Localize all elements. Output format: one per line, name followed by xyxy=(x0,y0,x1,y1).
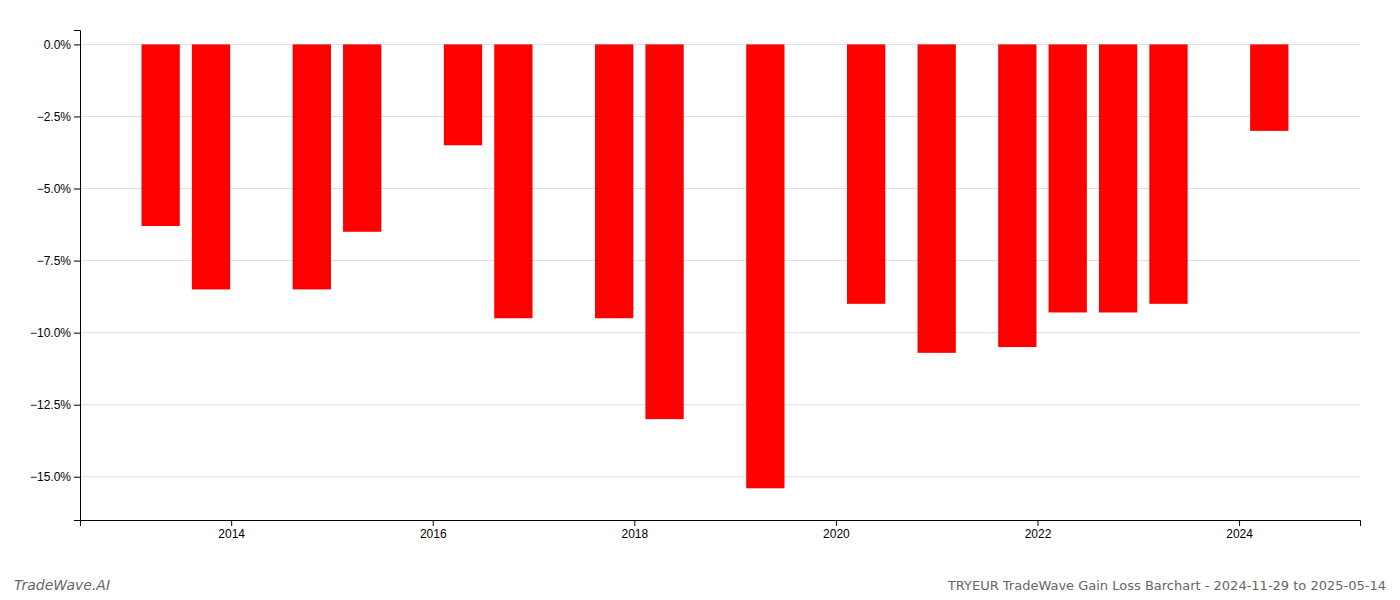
bars xyxy=(141,44,1288,488)
y-tick: −2.5% xyxy=(37,110,80,124)
x-tick: 2016 xyxy=(420,520,447,541)
y-tick: −7.5% xyxy=(37,254,80,268)
bar xyxy=(494,44,532,318)
grid xyxy=(80,44,1360,476)
bar xyxy=(645,44,683,419)
x-tick: 2024 xyxy=(1226,520,1253,541)
title: TRYEUR TradeWave Gain Loss Barchart - 20… xyxy=(947,578,1386,593)
annotation: TradeWave.AI xyxy=(14,577,110,593)
y-tick-mark xyxy=(74,405,80,406)
y-tick: 0.0% xyxy=(44,38,80,52)
bar xyxy=(998,44,1036,347)
grid-line xyxy=(80,476,1360,477)
y-tick-mark xyxy=(74,189,80,190)
y-axis-line xyxy=(74,31,81,521)
x-tick-label: 2018 xyxy=(621,527,648,541)
y-tick-label: −5.0% xyxy=(37,182,72,196)
x-tick-label: 2024 xyxy=(1226,527,1253,541)
x-tick-label: 2022 xyxy=(1025,527,1052,541)
y-tick-label: −7.5% xyxy=(37,254,72,268)
x-axis: 2014 2016 2018 2020 2022 2024 xyxy=(81,520,1361,541)
y-tick-label: −2.5% xyxy=(37,110,72,124)
bar xyxy=(918,44,956,352)
x-tick-label: 2016 xyxy=(420,527,447,541)
bar xyxy=(293,44,331,289)
bar xyxy=(595,44,633,318)
x-tick: 2018 xyxy=(621,520,648,541)
x-tick: 2022 xyxy=(1025,520,1052,541)
chart: 2014 2016 2018 2020 2022 2024 0.0% −2.5% −5.0% −7… xyxy=(0,0,1400,600)
y-tick-label: 0.0% xyxy=(44,38,72,52)
y-tick-label: −12.5% xyxy=(30,398,71,412)
x-tick-mark xyxy=(1037,520,1038,526)
bar xyxy=(343,44,381,231)
x-tick-label: 2014 xyxy=(218,527,245,541)
x-tick-mark xyxy=(1239,520,1240,526)
y-tick-mark xyxy=(74,477,80,478)
y-tick-label: −15.0% xyxy=(30,470,71,484)
grid-line xyxy=(80,332,1360,333)
grid-line xyxy=(80,404,1360,405)
y-tick: −15.0% xyxy=(30,470,80,484)
x-tick-mark xyxy=(231,520,232,526)
y-tick: −5.0% xyxy=(37,182,80,196)
bar xyxy=(746,44,784,488)
bar xyxy=(1049,44,1087,312)
y-tick-mark xyxy=(74,44,80,45)
x-tick-mark xyxy=(836,520,837,526)
y-tick-label: −10.0% xyxy=(30,326,71,340)
bar xyxy=(847,44,885,303)
bar xyxy=(192,44,230,289)
x-tick-mark xyxy=(634,520,635,526)
x-tick-label: 2020 xyxy=(823,527,850,541)
x-tick-mark xyxy=(433,520,434,526)
bar xyxy=(444,44,482,145)
bar xyxy=(1149,44,1187,303)
x-tick: 2020 xyxy=(823,520,850,541)
y-tick-mark xyxy=(74,333,80,334)
y-axis: 0.0% −2.5% −5.0% −7.5% −10.0% −12.5% −15.0% xyxy=(30,31,81,521)
bar xyxy=(1099,44,1137,312)
y-tick: −10.0% xyxy=(30,326,80,340)
y-tick-mark xyxy=(74,116,80,117)
x-axis-line xyxy=(81,521,1361,527)
bar xyxy=(1250,44,1288,130)
y-tick-mark xyxy=(74,261,80,262)
bar xyxy=(141,44,179,226)
x-tick: 2014 xyxy=(218,520,245,541)
y-tick: −12.5% xyxy=(30,398,80,412)
